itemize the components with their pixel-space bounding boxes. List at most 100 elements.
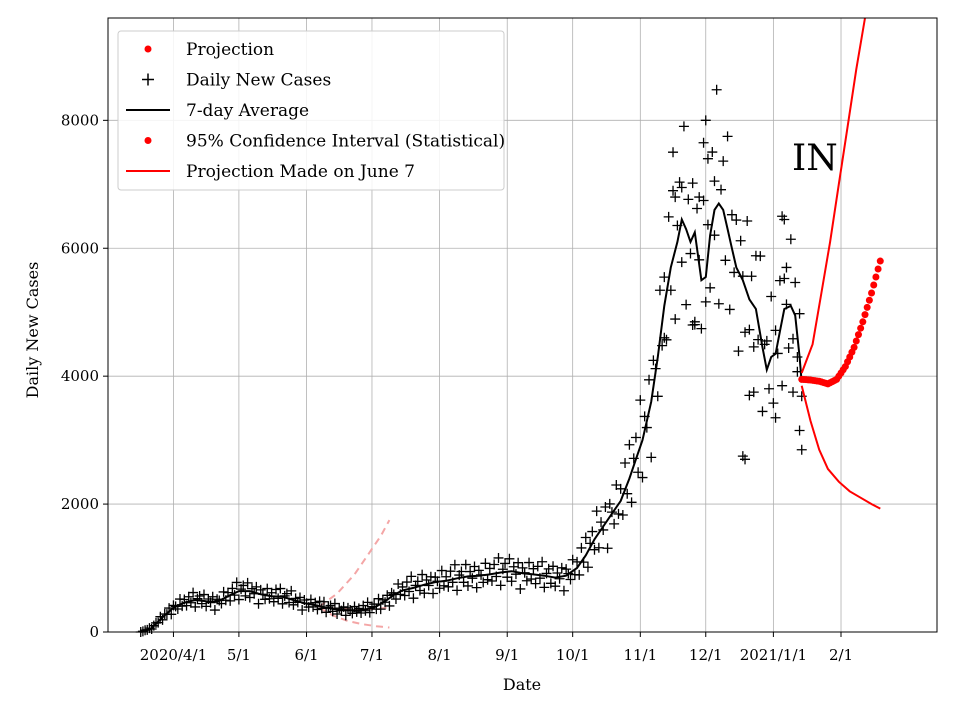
daily-case-marker [233, 594, 244, 605]
daily-case-marker [465, 566, 476, 577]
legend: Projection Daily New Cases 7-day Average 95… [117, 30, 505, 191]
daily-case-marker [626, 497, 637, 508]
projection-dot [850, 343, 858, 351]
legend-marker-dot [144, 137, 152, 144]
projection-dot [872, 273, 880, 281]
daily-case-marker [297, 604, 308, 615]
daily-case-marker [794, 308, 805, 319]
daily-case-marker [242, 577, 253, 588]
daily-case-marker [515, 583, 526, 594]
daily-case-marker [602, 543, 613, 554]
daily-case-marker [419, 588, 430, 599]
daily-case-marker [705, 282, 716, 293]
daily-case-marker [596, 517, 607, 528]
projection-dot [854, 331, 862, 339]
daily-case-marker [764, 383, 775, 394]
confidence-interval-line [800, 385, 881, 510]
daily-case-marker [781, 262, 792, 273]
daily-case-marker [692, 203, 703, 214]
daily-case-marker [582, 562, 593, 573]
daily-case-marker [676, 257, 687, 268]
daily-case-marker [273, 593, 284, 604]
daily-case-marker [661, 334, 672, 345]
daily-case-marker [678, 121, 689, 132]
daily-case-marker [744, 324, 755, 335]
y-tick-label: 6000 [61, 239, 99, 257]
daily-case-marker [166, 609, 177, 620]
daily-case-marker [689, 316, 700, 327]
x-tick-label: 7/1 [360, 646, 384, 664]
daily-case-marker [609, 518, 620, 529]
daily-case-marker [726, 209, 737, 220]
daily-case-marker [683, 194, 694, 205]
daily-case-marker [288, 599, 299, 610]
daily-case-marker [676, 182, 687, 193]
daily-case-marker [644, 374, 655, 385]
daily-case-marker [792, 351, 803, 362]
daily-case-marker [702, 153, 713, 164]
daily-case-marker [561, 564, 572, 575]
june7-projection-line [319, 519, 391, 608]
daily-case-marker [414, 585, 425, 596]
state-label: IN [792, 138, 838, 179]
daily-case-marker [537, 556, 548, 567]
daily-case-marker [482, 574, 493, 585]
legend-marker-dot [144, 45, 152, 53]
x-tick-label: 6/1 [294, 646, 318, 664]
daily-case-marker [740, 327, 751, 338]
daily-case-marker [275, 583, 286, 594]
daily-case-marker [580, 532, 591, 543]
daily-case-marker [524, 557, 535, 568]
legend-label: Daily New Cases [186, 71, 331, 91]
daily-case-marker [493, 552, 504, 563]
daily-case-marker [434, 583, 445, 594]
daily-case-marker [731, 215, 742, 226]
daily-case-marker [373, 593, 384, 604]
x-axis-label: Date [503, 675, 541, 694]
daily-case-marker [604, 498, 615, 509]
daily-case-marker [526, 574, 537, 585]
daily-case-marker [334, 603, 345, 614]
daily-case-marker [308, 601, 319, 612]
daily-case-marker [452, 585, 463, 596]
daily-case-marker [779, 214, 790, 225]
legend-label: Projection [186, 40, 274, 60]
daily-case-marker [617, 509, 628, 520]
daily-case-marker [286, 585, 297, 596]
daily-case-marker [670, 314, 681, 325]
daily-case-marker [766, 291, 777, 302]
daily-case-marker [630, 432, 641, 443]
daily-case-marker [471, 582, 482, 593]
daily-case-marker [506, 576, 517, 587]
daily-case-marker [423, 580, 434, 591]
projection-dots [798, 257, 884, 388]
daily-case-marker [613, 508, 624, 519]
daily-case-marker [521, 575, 532, 586]
x-tick-label: 9/1 [495, 646, 519, 664]
daily-case-marker [722, 131, 733, 142]
legend-entries: Projection Daily New Cases 7-day Average 95… [126, 40, 505, 182]
projection-dot [874, 265, 882, 273]
daily-case-marker [748, 387, 759, 398]
daily-case-marker [694, 192, 705, 203]
daily-case-marker [500, 558, 511, 569]
daily-case-marker [390, 594, 401, 605]
daily-case-marker [716, 184, 727, 195]
daily-case-marker [510, 569, 521, 580]
x-tick-label: 2/1 [829, 646, 853, 664]
x-tick-label: 5/1 [227, 646, 251, 664]
daily-case-marker [554, 573, 565, 584]
daily-case-marker [329, 598, 340, 609]
daily-case-marker [480, 558, 491, 569]
daily-case-marker [742, 215, 753, 226]
daily-case-marker [783, 343, 794, 354]
daily-case-marker [794, 425, 805, 436]
daily-case-marker [530, 578, 541, 589]
daily-case-marker [635, 395, 646, 406]
daily-case-marker [567, 554, 578, 565]
daily-case-marker [478, 577, 489, 588]
x-tick-label: 8/1 [428, 646, 452, 664]
daily-case-marker [225, 595, 236, 606]
daily-case-marker [375, 604, 386, 615]
